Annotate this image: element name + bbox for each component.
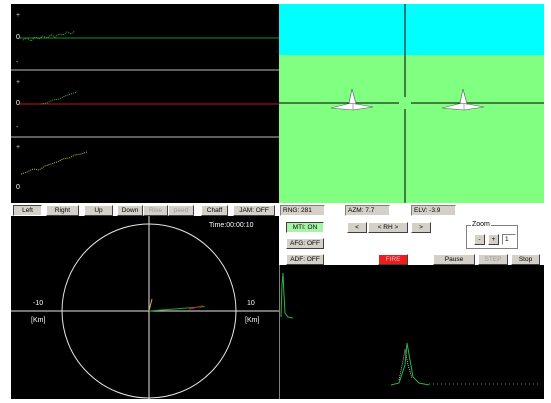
scope-signal-middle <box>40 91 78 105</box>
down-button[interactable]: Down <box>117 205 143 216</box>
nav-prev-button[interactable]: < <box>347 222 367 233</box>
scope-signal-lower <box>20 151 88 175</box>
rise-button[interactable]: Rise <box>143 205 168 216</box>
sky-area <box>279 4 544 55</box>
zoom-value-field[interactable]: 1 <box>502 234 516 245</box>
jam-button[interactable]: JAM: OFF <box>233 205 275 216</box>
scope-panel: + 0 - + 0 - + 0 <box>11 4 279 203</box>
afg-toggle[interactable]: AFG: OFF <box>286 238 324 249</box>
rh-button[interactable]: < RH > <box>368 222 408 233</box>
zoom-plus-button[interactable]: + <box>488 234 499 245</box>
speed-button[interactable]: peed <box>168 205 194 216</box>
ppi-display <box>11 216 279 399</box>
crosshair-gap <box>399 97 411 109</box>
spectrum-panel <box>279 265 544 399</box>
spectrum-peak-left <box>280 272 294 319</box>
azm-readout: AZM: 7.7 <box>345 205 390 216</box>
scope-upper-minus: - <box>16 59 19 66</box>
scope-traces <box>11 30 279 175</box>
spectrum-display <box>279 265 539 399</box>
nav-next-button[interactable]: > <box>411 222 431 233</box>
pause-button[interactable]: Pause <box>433 254 475 265</box>
aircraft-icon-right <box>441 88 485 111</box>
heading-marker <box>148 298 153 312</box>
left-button[interactable]: Left <box>13 205 42 216</box>
view-overlay <box>279 4 544 203</box>
up-button[interactable]: Up <box>84 205 113 216</box>
scope-middle-plus: + <box>16 79 21 86</box>
spectrum-peak-center <box>390 342 430 386</box>
adf-toggle[interactable]: ADF: OFF <box>286 254 324 265</box>
mti-toggle[interactable]: MTI: ON <box>286 222 324 233</box>
chaff-button[interactable]: Chaff <box>201 205 228 216</box>
scope-upper-zero: 0 <box>16 34 20 41</box>
scope-signal-upper <box>22 30 76 42</box>
ppi-right-unit: [Km] <box>245 317 260 324</box>
scope-middle-minus: - <box>16 124 19 131</box>
scope-middle-zero: 0 <box>16 100 20 107</box>
ppi-radar-panel: Time:00:00:10 -10 [Km] 10 [Km] <box>11 216 279 399</box>
zoom-label: Zoom <box>471 221 491 228</box>
stop-button[interactable]: Stop <box>511 254 540 265</box>
target-view-panel <box>279 4 544 203</box>
ppi-right-value: 10 <box>247 300 255 307</box>
fire-button[interactable]: FIRE <box>378 254 408 265</box>
scope-lower-plus: + <box>16 144 21 151</box>
ppi-left-unit: [Km] <box>31 317 46 324</box>
step-button[interactable]: STEP <box>478 254 508 265</box>
elv-readout: ELV: -3.9 <box>411 205 456 216</box>
zoom-minus-button[interactable]: - <box>474 234 485 245</box>
ground-area <box>279 55 544 203</box>
scope-upper-plus: + <box>16 12 21 19</box>
aircraft-icon-left <box>330 88 374 111</box>
spectrum-peak-outline <box>398 348 413 381</box>
rng-readout: RNG: 281 <box>280 205 325 216</box>
scope-lower-zero: 0 <box>16 184 20 191</box>
elapsed-time: Time:00:00:10 <box>209 222 254 229</box>
chaff-track <box>188 305 204 310</box>
ppi-left-value: -10 <box>33 300 44 307</box>
right-button[interactable]: Right <box>46 205 79 216</box>
zoom-group: Zoom - + 1 <box>466 221 518 249</box>
spectrum-zero-label: 0 <box>271 313 275 320</box>
